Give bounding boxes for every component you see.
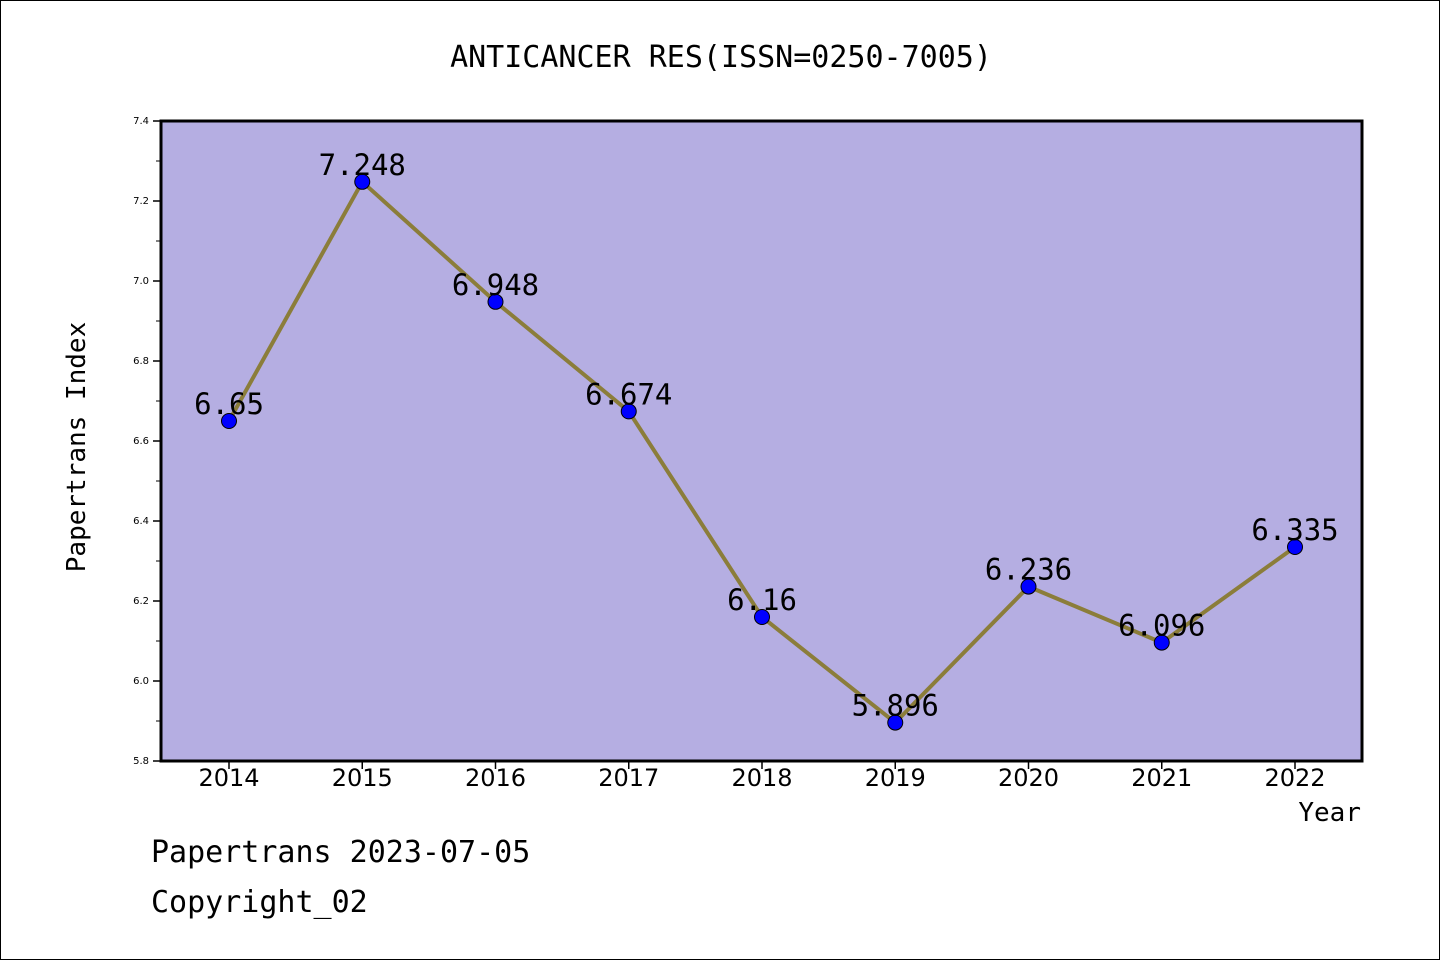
y-tick-label: 7.2 [133, 196, 149, 207]
data-label: 6.335 [1251, 513, 1338, 547]
data-label: 6.236 [985, 553, 1072, 587]
x-tick-label: 2020 [998, 764, 1059, 792]
y-axis: 5.8 6.0 6.2 6.4 6.6 6.8 7.0 7.2 7.4 [133, 116, 161, 767]
data-label: 5.896 [852, 689, 939, 723]
series-layer: 6.65 7.248 6.948 6.674 6.16 5.896 6.236 6.096 6.… [194, 148, 1339, 731]
x-tick-label: 2016 [465, 764, 526, 792]
x-tick-label: 2022 [1264, 764, 1325, 792]
data-point [1020, 578, 1037, 595]
chart-title: ANTICANCER RES(ISSN=0250-7005) [450, 40, 992, 75]
footer-date: Papertrans 2023-07-05 [151, 835, 531, 870]
x-tick-label: 2019 [865, 764, 926, 792]
y-tick-label: 7.4 [133, 116, 149, 127]
y-tick-label: 6.2 [133, 596, 149, 607]
data-point [887, 714, 904, 731]
data-point [487, 293, 504, 310]
data-point [620, 403, 637, 420]
data-point [754, 609, 770, 625]
x-tick-label: 2021 [1131, 764, 1192, 792]
y-tick-label: 6.0 [133, 676, 149, 687]
data-label: 6.674 [585, 377, 672, 411]
y-tick-label: 7.0 [133, 276, 149, 287]
data-label: 6.096 [1118, 609, 1205, 643]
data-point [221, 413, 237, 429]
data-point [1153, 634, 1170, 651]
data-label: 6.948 [452, 268, 539, 302]
x-axis-label: Year [1298, 798, 1361, 828]
x-tick-label: 2014 [198, 764, 259, 792]
y-tick-label: 6.4 [133, 516, 149, 527]
data-label: 7.248 [319, 148, 406, 182]
y-tick-label: 6.8 [133, 356, 149, 367]
x-tick-label: 2018 [731, 764, 792, 792]
data-label: 6.65 [194, 387, 264, 421]
x-tick-label: 2015 [332, 764, 393, 792]
data-label: 6.16 [727, 583, 797, 617]
y-tick-label: 6.6 [133, 436, 149, 447]
footer-copyright: Copyright_02 [151, 885, 368, 920]
y-tick-label: 5.8 [133, 756, 149, 767]
plot-area [159, 119, 1364, 763]
x-tick-label: 2017 [598, 764, 659, 792]
x-axis: 2014 2015 2016 2017 2018 2019 2020 2021 2022 [198, 761, 1326, 792]
y-axis-label: Papertrans Index [62, 322, 92, 572]
data-point [354, 173, 371, 190]
data-point [1287, 539, 1303, 555]
